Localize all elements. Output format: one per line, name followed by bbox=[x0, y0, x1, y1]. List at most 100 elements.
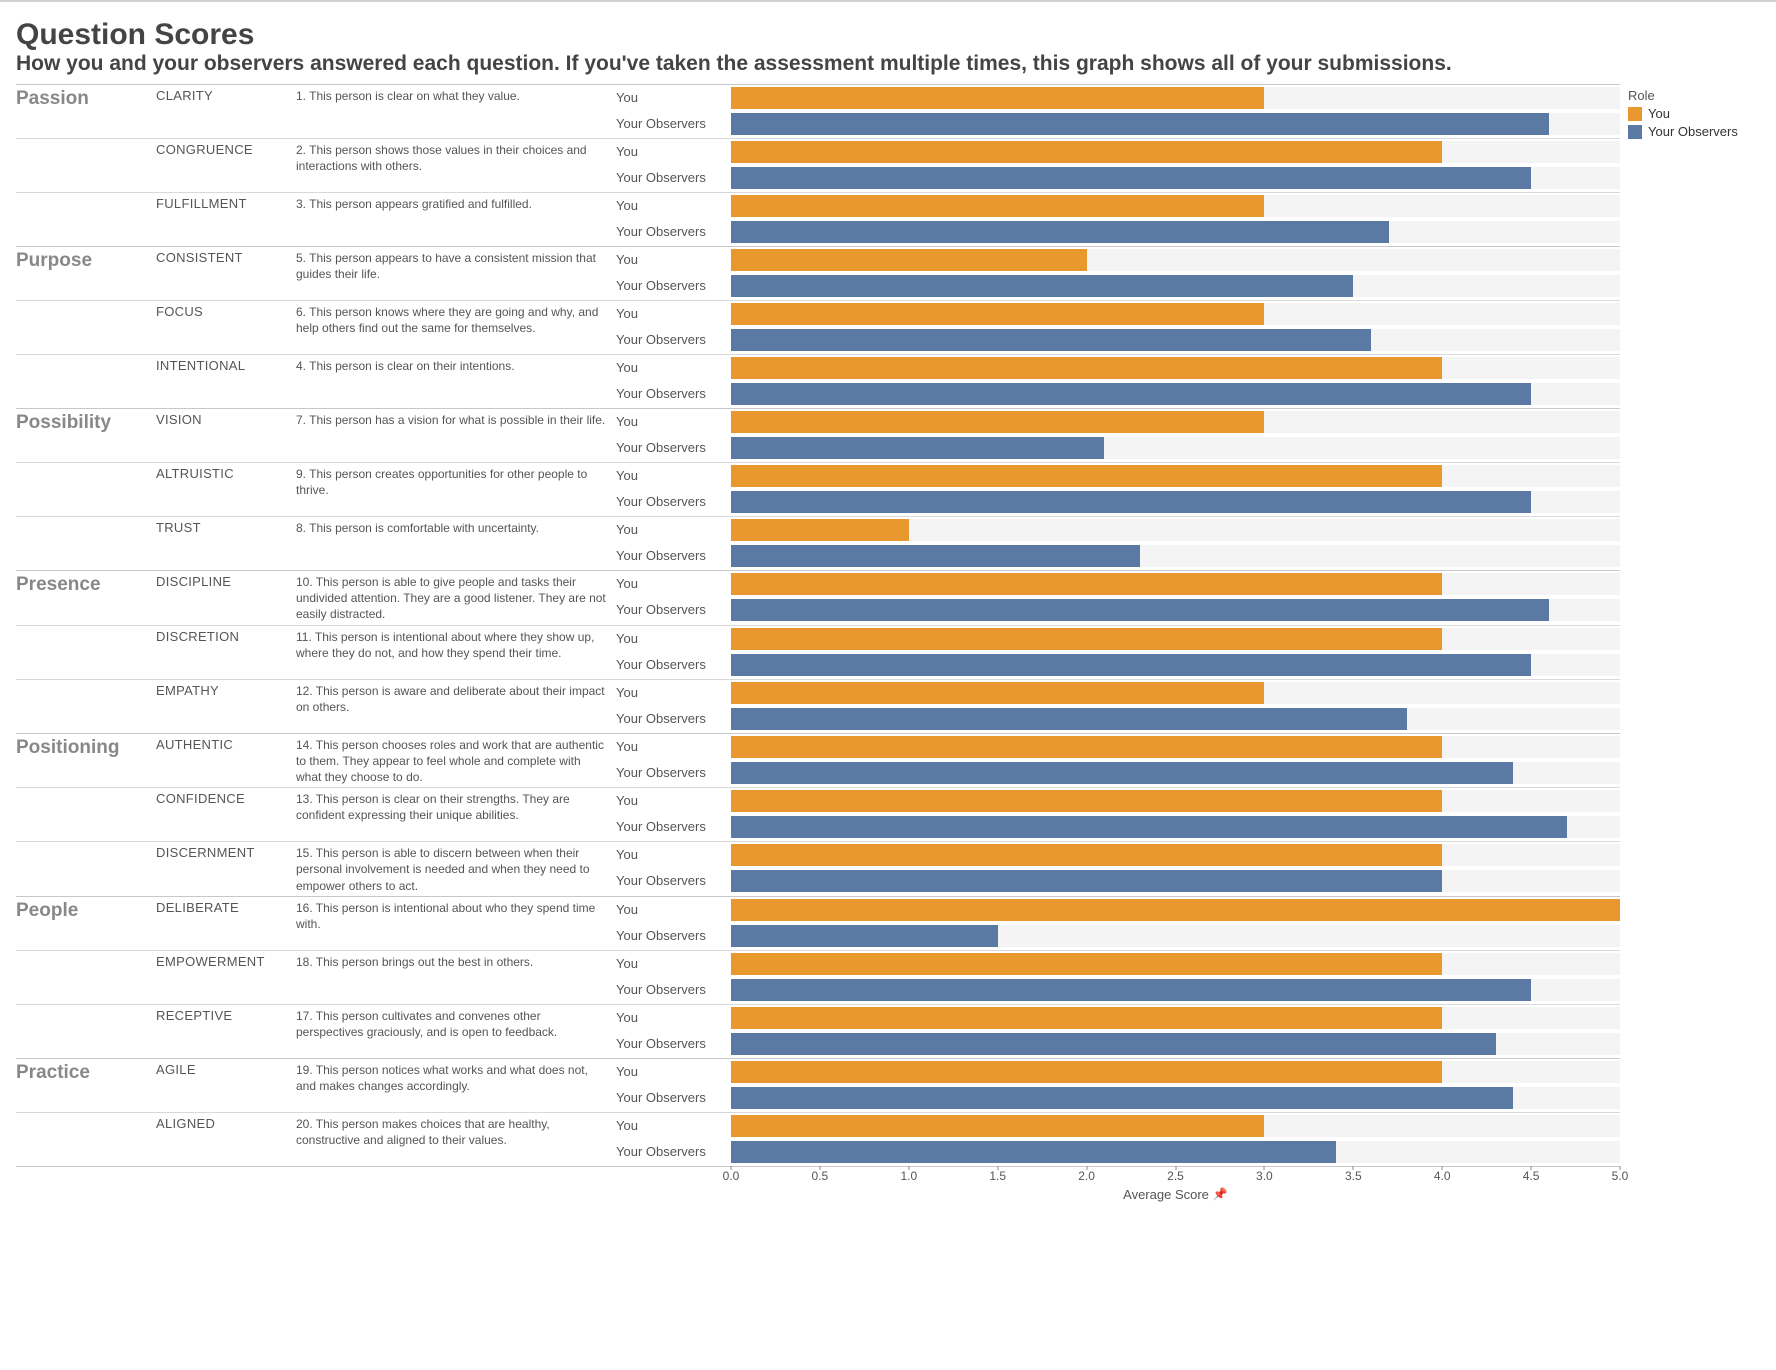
bar-observers[interactable] bbox=[731, 925, 998, 947]
bar-row: Your Observers bbox=[616, 220, 1620, 244]
subcategory-row: PositioningAUTHENTIC14. This person choo… bbox=[16, 734, 1620, 788]
bar-row: You bbox=[616, 681, 1620, 705]
bar-you[interactable] bbox=[731, 628, 1442, 650]
bar-cell bbox=[731, 1114, 1620, 1138]
role-label-you: You bbox=[616, 194, 731, 218]
bar-you[interactable] bbox=[731, 195, 1264, 217]
bar-observers[interactable] bbox=[731, 654, 1531, 676]
bar-observers[interactable] bbox=[731, 329, 1371, 351]
bar-cell bbox=[731, 789, 1620, 813]
bar-you[interactable] bbox=[731, 87, 1264, 109]
bar-observers[interactable] bbox=[731, 1033, 1496, 1055]
bar-row: You bbox=[616, 464, 1620, 488]
bar-observers[interactable] bbox=[731, 762, 1513, 784]
question-text: 5. This person appears to have a consist… bbox=[296, 248, 616, 298]
bar-cell bbox=[731, 382, 1620, 406]
question-text: 17. This person cultivates and convenes … bbox=[296, 1006, 616, 1056]
role-label-you: You bbox=[616, 410, 731, 434]
legend-item[interactable]: You bbox=[1628, 105, 1760, 123]
bar-you[interactable] bbox=[731, 1061, 1442, 1083]
bar-you[interactable] bbox=[731, 249, 1087, 271]
category-label: Purpose bbox=[16, 248, 156, 298]
role-label-observers: Your Observers bbox=[616, 328, 731, 352]
axis-title: Average Score📌 bbox=[1123, 1187, 1228, 1202]
axis-tick-label: 1.5 bbox=[989, 1169, 1006, 1183]
question-text: 10. This person is able to give people a… bbox=[296, 572, 616, 623]
bar-observers[interactable] bbox=[731, 491, 1531, 513]
bar-observers[interactable] bbox=[731, 275, 1353, 297]
bar-you[interactable] bbox=[731, 1115, 1264, 1137]
subcategory-label: AUTHENTIC bbox=[156, 735, 296, 786]
bar-observers[interactable] bbox=[731, 1087, 1513, 1109]
bar-observers[interactable] bbox=[731, 383, 1531, 405]
bar-observers[interactable] bbox=[731, 816, 1567, 838]
bar-you[interactable] bbox=[731, 519, 909, 541]
bar-observers[interactable] bbox=[731, 545, 1140, 567]
bar-cell bbox=[731, 166, 1620, 190]
bar-cell bbox=[731, 1032, 1620, 1056]
question-text: 14. This person chooses roles and work t… bbox=[296, 735, 616, 786]
bar-you[interactable] bbox=[731, 1007, 1442, 1029]
bar-observers[interactable] bbox=[731, 1141, 1336, 1163]
bar-rows: YouYour Observers bbox=[616, 464, 1620, 514]
role-label-observers: Your Observers bbox=[616, 1032, 731, 1056]
role-label-you: You bbox=[616, 1114, 731, 1138]
bar-cell bbox=[731, 653, 1620, 677]
question-text: 13. This person is clear on their streng… bbox=[296, 789, 616, 839]
bar-observers[interactable] bbox=[731, 708, 1407, 730]
bar-rows: YouYour Observers bbox=[616, 1114, 1620, 1164]
bar-you[interactable] bbox=[731, 411, 1264, 433]
x-axis: 0.00.51.01.52.02.53.03.54.04.55.0Average… bbox=[16, 1166, 1620, 1203]
subcategory-row: PeopleDELIBERATE16. This person is inten… bbox=[16, 897, 1620, 950]
bar-observers[interactable] bbox=[731, 437, 1104, 459]
bar-observers[interactable] bbox=[731, 599, 1549, 621]
subcategory-row: RECEPTIVE17. This person cultivates and … bbox=[16, 1004, 1620, 1058]
bar-cell bbox=[731, 274, 1620, 298]
bar-you[interactable] bbox=[731, 303, 1264, 325]
bar-you[interactable] bbox=[731, 682, 1264, 704]
bar-row: Your Observers bbox=[616, 544, 1620, 568]
question-text: 3. This person appears gratified and ful… bbox=[296, 194, 616, 244]
bar-observers[interactable] bbox=[731, 979, 1531, 1001]
bar-you[interactable] bbox=[731, 736, 1442, 758]
bar-observers[interactable] bbox=[731, 167, 1531, 189]
subcategory-label: CONSISTENT bbox=[156, 248, 296, 298]
bar-cell bbox=[731, 86, 1620, 110]
subcategory-row: CONGRUENCE2. This person shows those val… bbox=[16, 138, 1620, 192]
question-text: 7. This person has a vision for what is … bbox=[296, 410, 616, 460]
subcategory-row: INTENTIONAL4. This person is clear on th… bbox=[16, 354, 1620, 408]
bar-rows: YouYour Observers bbox=[616, 843, 1620, 894]
category-label: Practice bbox=[16, 1060, 156, 1110]
category-label bbox=[16, 627, 156, 677]
bar-observers[interactable] bbox=[731, 221, 1389, 243]
role-label-you: You bbox=[616, 681, 731, 705]
bar-row: You bbox=[616, 410, 1620, 434]
bar-cell bbox=[731, 815, 1620, 839]
bar-cell bbox=[731, 1060, 1620, 1084]
role-label-observers: Your Observers bbox=[616, 598, 731, 622]
pin-icon[interactable]: 📌 bbox=[1213, 1187, 1228, 1201]
bar-you[interactable] bbox=[731, 953, 1442, 975]
bar-you[interactable] bbox=[731, 573, 1442, 595]
bar-row: You bbox=[616, 898, 1620, 922]
category-block: PassionCLARITY1. This person is clear on… bbox=[16, 84, 1620, 246]
bar-you[interactable] bbox=[731, 844, 1442, 866]
bar-you[interactable] bbox=[731, 790, 1442, 812]
bar-you[interactable] bbox=[731, 465, 1442, 487]
bar-rows: YouYour Observers bbox=[616, 356, 1620, 406]
bar-you[interactable] bbox=[731, 899, 1620, 921]
bar-observers[interactable] bbox=[731, 113, 1549, 135]
bar-you[interactable] bbox=[731, 141, 1442, 163]
axis-rail: 0.00.51.01.52.02.53.03.54.04.55.0Average… bbox=[731, 1169, 1620, 1203]
subcategory-row: ALIGNED20. This person makes choices tha… bbox=[16, 1112, 1620, 1166]
bar-cell bbox=[731, 924, 1620, 948]
axis-tick-label: 1.0 bbox=[900, 1169, 917, 1183]
role-label-you: You bbox=[616, 1060, 731, 1084]
bar-rows: YouYour Observers bbox=[616, 86, 1620, 136]
bar-cell bbox=[731, 1006, 1620, 1030]
bar-you[interactable] bbox=[731, 357, 1442, 379]
bar-observers[interactable] bbox=[731, 870, 1442, 892]
role-label-you: You bbox=[616, 735, 731, 759]
legend-item[interactable]: Your Observers bbox=[1628, 123, 1760, 141]
bar-row: Your Observers bbox=[616, 112, 1620, 136]
